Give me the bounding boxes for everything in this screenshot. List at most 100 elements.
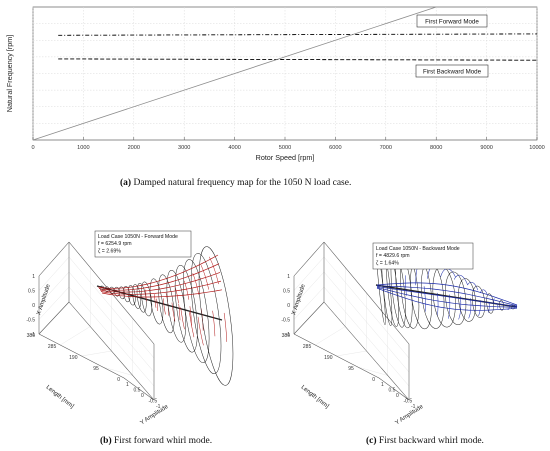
whirl-orbit (149, 278, 164, 325)
gridline-floor (357, 366, 388, 376)
length-tick-95: 95 (348, 366, 354, 372)
whirl-orbit (154, 276, 169, 329)
caption-b-label: (b) (100, 436, 112, 446)
whirl-orbit (499, 299, 504, 311)
legend-line-1: Load Case 1050N - Forward Mode (98, 234, 178, 240)
yamp-axis-label: Y Amplitude (394, 404, 425, 427)
length-axis-label: Length [mm] (300, 385, 330, 410)
caption-a-label: (a) (120, 178, 132, 188)
gridline-side (293, 271, 325, 306)
first-backward-mode-line (58, 58, 538, 61)
x-tick-label-4000: 4000 (228, 145, 240, 151)
whirl-orbit (132, 284, 142, 309)
x-tick-label-10000: 10000 (529, 145, 545, 151)
gridline-floor (60, 326, 91, 346)
yamp-tick-1: 1 (381, 382, 384, 388)
yamp-tick-0: 0 (141, 393, 144, 399)
x-tick-label-8000: 8000 (430, 145, 442, 151)
length-tick-380: 380 (27, 333, 36, 339)
whirl-orbit (158, 274, 175, 334)
mode-shape-line (376, 282, 518, 306)
x-tick-label-3000: 3000 (178, 145, 190, 151)
length-axis-label: Length [mm] (45, 385, 75, 410)
annotation-box (416, 14, 488, 28)
whirl-orbit (198, 246, 234, 386)
whirl-orbit (118, 286, 125, 300)
z-axis-label: X Amplitude (36, 283, 52, 316)
gridline-side (38, 271, 70, 306)
caption-a: (a) Damped natural frequency map for the… (120, 178, 351, 188)
legend-line-1: Load Case 1050N - Backward Mode (376, 246, 460, 252)
mode-shape-line (99, 272, 221, 293)
x-tick-label-0: 0 (31, 145, 34, 151)
axis-line (38, 241, 70, 277)
first-forward-mode-line (58, 33, 538, 36)
z-tick-0: 0 (287, 303, 290, 309)
yamp-tick-0.5: 0.5 (134, 388, 141, 394)
legend-line-3: ζ = 1.64% (376, 260, 399, 266)
z-tick--1: -1 (286, 332, 291, 338)
y-axis-label: Natural Frequency [rpm] (5, 35, 14, 113)
axis-line (293, 333, 380, 379)
length-tick-0: 0 (117, 377, 120, 383)
z-tick--0.5: -0.5 (281, 318, 290, 324)
panel-a-chart: 0 1000 2000 3000 4000 5000 6000 7000 8000 9000 100… (5, 6, 545, 162)
yamp-tick-0.5: 0.5 (389, 388, 396, 394)
x-tick-label-2000: 2000 (128, 145, 140, 151)
legend-box (372, 242, 474, 270)
whirl-orbit (127, 285, 136, 306)
whirl-orbit (145, 280, 158, 321)
mode-shape-line (101, 289, 223, 298)
x-tick-label-6000: 6000 (329, 145, 341, 151)
whirl-orbit (174, 264, 198, 353)
legend-line-2: f = 4829.6 rpm (376, 253, 410, 259)
length-tick-380: 380 (282, 333, 291, 339)
caption-c-label: (c) (366, 436, 377, 446)
length-tick-95: 95 (93, 366, 99, 372)
legend-box (94, 230, 192, 258)
mode-shape-line (376, 286, 518, 307)
legend-line-3: ζ = 2.69% (98, 248, 121, 254)
z-axis-label: X Amplitude (291, 283, 307, 316)
whirl-orbit (445, 271, 467, 326)
length-tick-0: 0 (372, 377, 375, 383)
z-tick-1: 1 (32, 274, 35, 280)
caption-a-text: Damped natural frequency map for the 105… (133, 178, 352, 188)
annotation-forward: First Forward Mode (425, 18, 479, 25)
whirl-orbit (170, 267, 192, 348)
z-tick-0.5: 0.5 (28, 289, 35, 295)
whirl-orbit (504, 302, 510, 310)
whirl-orbit (405, 255, 426, 329)
length-tick-285: 285 (48, 344, 57, 350)
mode-shape-line (376, 287, 518, 311)
whirl-orbit (415, 258, 439, 330)
annotation-box (415, 64, 489, 78)
axis-line (323, 241, 410, 345)
gridline-floor (81, 350, 112, 357)
yamp-tick--0.5: -0.5 (404, 399, 413, 405)
axis-line (293, 301, 325, 335)
yamp-tick-0: 0 (396, 393, 399, 399)
whirl-orbit (141, 281, 153, 317)
yamp-tick-1: 1 (126, 382, 129, 388)
axis-line (123, 377, 155, 401)
annotation-backward: First Backward Mode (423, 68, 482, 75)
axis-line (323, 301, 410, 401)
caption-b: (b) First forward whirl mode. (100, 436, 212, 446)
z-tick--0.5: -0.5 (26, 318, 35, 324)
x-tick-label-7000: 7000 (380, 145, 392, 151)
gridline-side (38, 256, 70, 291)
length-tick-190: 190 (324, 355, 333, 361)
z-tick-0: 0 (32, 303, 35, 309)
z-tick-0.5: 0.5 (283, 289, 290, 295)
axis-line (38, 333, 125, 379)
caption-c: (c) First backward whirl mode. (366, 436, 484, 446)
whirl-orbit (479, 289, 490, 316)
axis-line (378, 377, 410, 401)
length-tick-285: 285 (303, 344, 312, 350)
x-tick-label-9000: 9000 (480, 145, 492, 151)
x-tick-label-5000: 5000 (279, 145, 291, 151)
